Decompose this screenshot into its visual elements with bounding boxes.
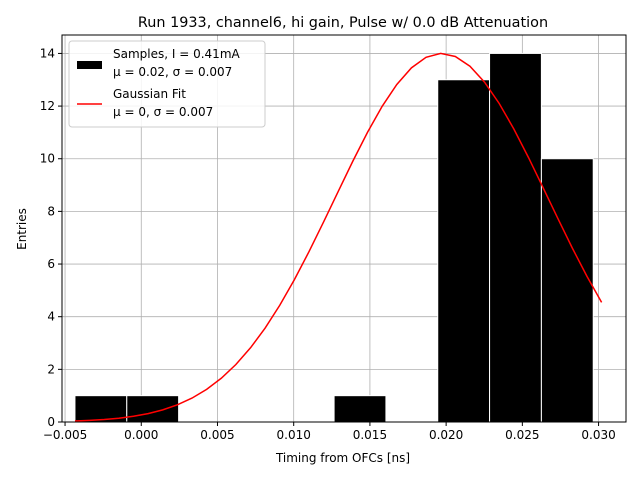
y-tick-label: 6 [47,257,55,271]
plot-frame [61,34,627,423]
y-tick-label: 8 [47,204,55,218]
y-tick-label: 4 [47,310,55,324]
legend-samples-line1: Samples, I = 0.41mA [113,47,241,61]
histogram-bar [437,79,491,423]
x-tick-label: 0.030 [581,428,615,442]
legend-fit-line1: Gaussian Fit [113,87,186,101]
x-tick-label: 0.005 [200,428,234,442]
y-tick-label: 2 [47,362,55,376]
y-tick-label: 10 [40,152,55,166]
x-tick-label: 0.010 [277,428,311,442]
x-axis-label: Timing from OFCs [ns] [275,451,410,465]
y-tick-label: 0 [47,415,55,429]
legend-box [68,40,266,128]
gaussian-fit-curve [74,52,603,422]
y-tick-label: 12 [40,99,55,113]
x-tick-label: 0.000 [124,428,158,442]
histogram-bar [126,395,180,423]
histogram-bar [333,395,387,423]
x-tick-label: −0.005 [43,428,87,442]
legend: Samples, I = 0.41mA μ = 0.02, σ = 0.007 … [68,40,266,128]
y-tick-label: 14 [40,46,55,60]
x-tick-label: 0.025 [505,428,539,442]
chart-title: Run 1933, channel6, hi gain, Pulse w/ 0.… [138,15,548,31]
x-tick-label: 0.020 [429,428,463,442]
y-axis-ticks: 0 2 4 6 8 10 12 14 [40,46,62,429]
legend-fit-line2: μ = 0, σ = 0.007 [113,105,213,119]
legend-samples-swatch [77,61,102,69]
x-tick-label: 0.015 [353,428,387,442]
histogram-bar [489,52,542,423]
gaussian-fit [74,52,603,422]
legend-samples-line2: μ = 0.02, σ = 0.007 [113,65,232,79]
x-axis-ticks: −0.005 0.000 0.005 0.010 0.015 0.020 0.025 0.03… [43,422,616,442]
y-axis-label: Entries [15,208,29,250]
histogram-bar [540,158,594,423]
